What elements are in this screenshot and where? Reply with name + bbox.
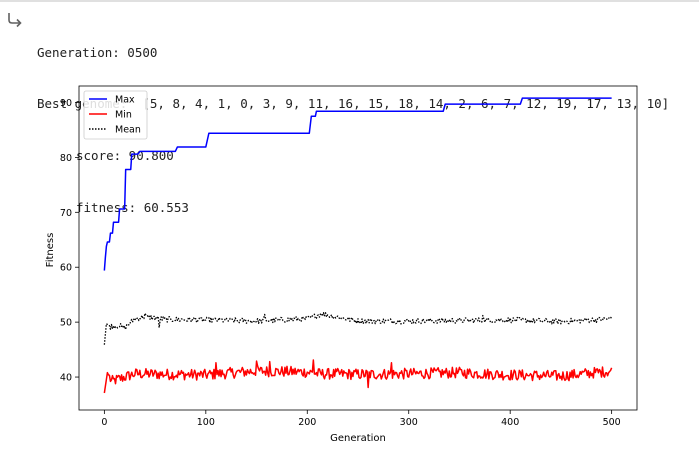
x-tick-label: 300 <box>400 417 418 428</box>
plot-frame <box>78 85 638 411</box>
series-layer <box>103 97 613 394</box>
series-line-min <box>103 359 613 394</box>
x-tick-label: 200 <box>298 417 316 428</box>
legend-label-min: Min <box>115 110 132 121</box>
y-axis: 40 50 60 70 80 90 <box>60 98 79 384</box>
y-tick-label: 50 <box>60 318 72 329</box>
cell-top-border <box>0 0 699 2</box>
x-tick-label: 400 <box>501 417 519 428</box>
legend: Max Min Mean <box>83 90 148 140</box>
x-axis-label: Generation <box>330 433 386 444</box>
y-tick-label: 80 <box>60 153 72 164</box>
y-tick-label: 90 <box>60 98 72 109</box>
legend-label-max: Max <box>115 95 135 106</box>
y-tick-label: 40 <box>60 373 72 384</box>
output-arrow-icon[interactable] <box>6 11 24 31</box>
y-tick-label: 70 <box>60 208 72 219</box>
x-axis: 0 100 200 300 400 500 <box>101 410 621 428</box>
fitness-line: fitness: 60.553 <box>76 200 189 216</box>
x-tick-label: 100 <box>197 417 215 428</box>
cell-output-text: Generation: 0500 Best genome: [5, 8, 4, … <box>37 9 669 234</box>
x-tick-label: 0 <box>101 417 107 428</box>
series-line-mean <box>103 312 613 345</box>
y-tick-label: 60 <box>60 263 72 274</box>
best-genome-line: Best genome: [5, 8, 4, 1, 0, 3, 9, 11, 1… <box>37 96 670 112</box>
x-tick-label: 500 <box>603 417 621 428</box>
legend-label-mean: Mean <box>115 125 141 136</box>
generation-line: Generation: 0500 <box>37 44 158 60</box>
series-line-max <box>103 97 612 271</box>
y-axis-label: Fitness <box>45 233 56 268</box>
legend-box <box>83 90 148 140</box>
